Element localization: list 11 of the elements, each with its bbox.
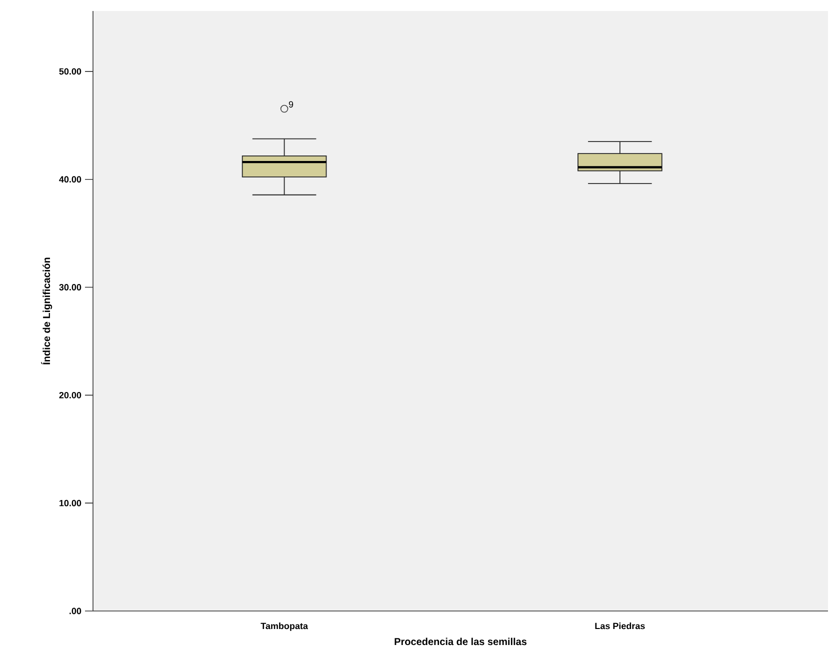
y-tick-label: 10.00 [60, 500, 82, 506]
y-tick-label: 50.00 [59, 68, 82, 75]
annotation: 9 [288, 101, 294, 108]
x-axis-title: Procedencia de las semillas [394, 638, 527, 646]
x-tick-label: Las Piedras [595, 622, 645, 630]
y-axis-title: Índice de Lignificación [41, 258, 52, 364]
x-tick-label: Tambopata [260, 622, 308, 631]
y-tick-label: 40.00 [59, 176, 82, 183]
y-tick-label: 20.00 [59, 392, 82, 398]
y-tick-label: .00 [70, 608, 82, 614]
y-tick-label: 30.00 [59, 284, 82, 290]
